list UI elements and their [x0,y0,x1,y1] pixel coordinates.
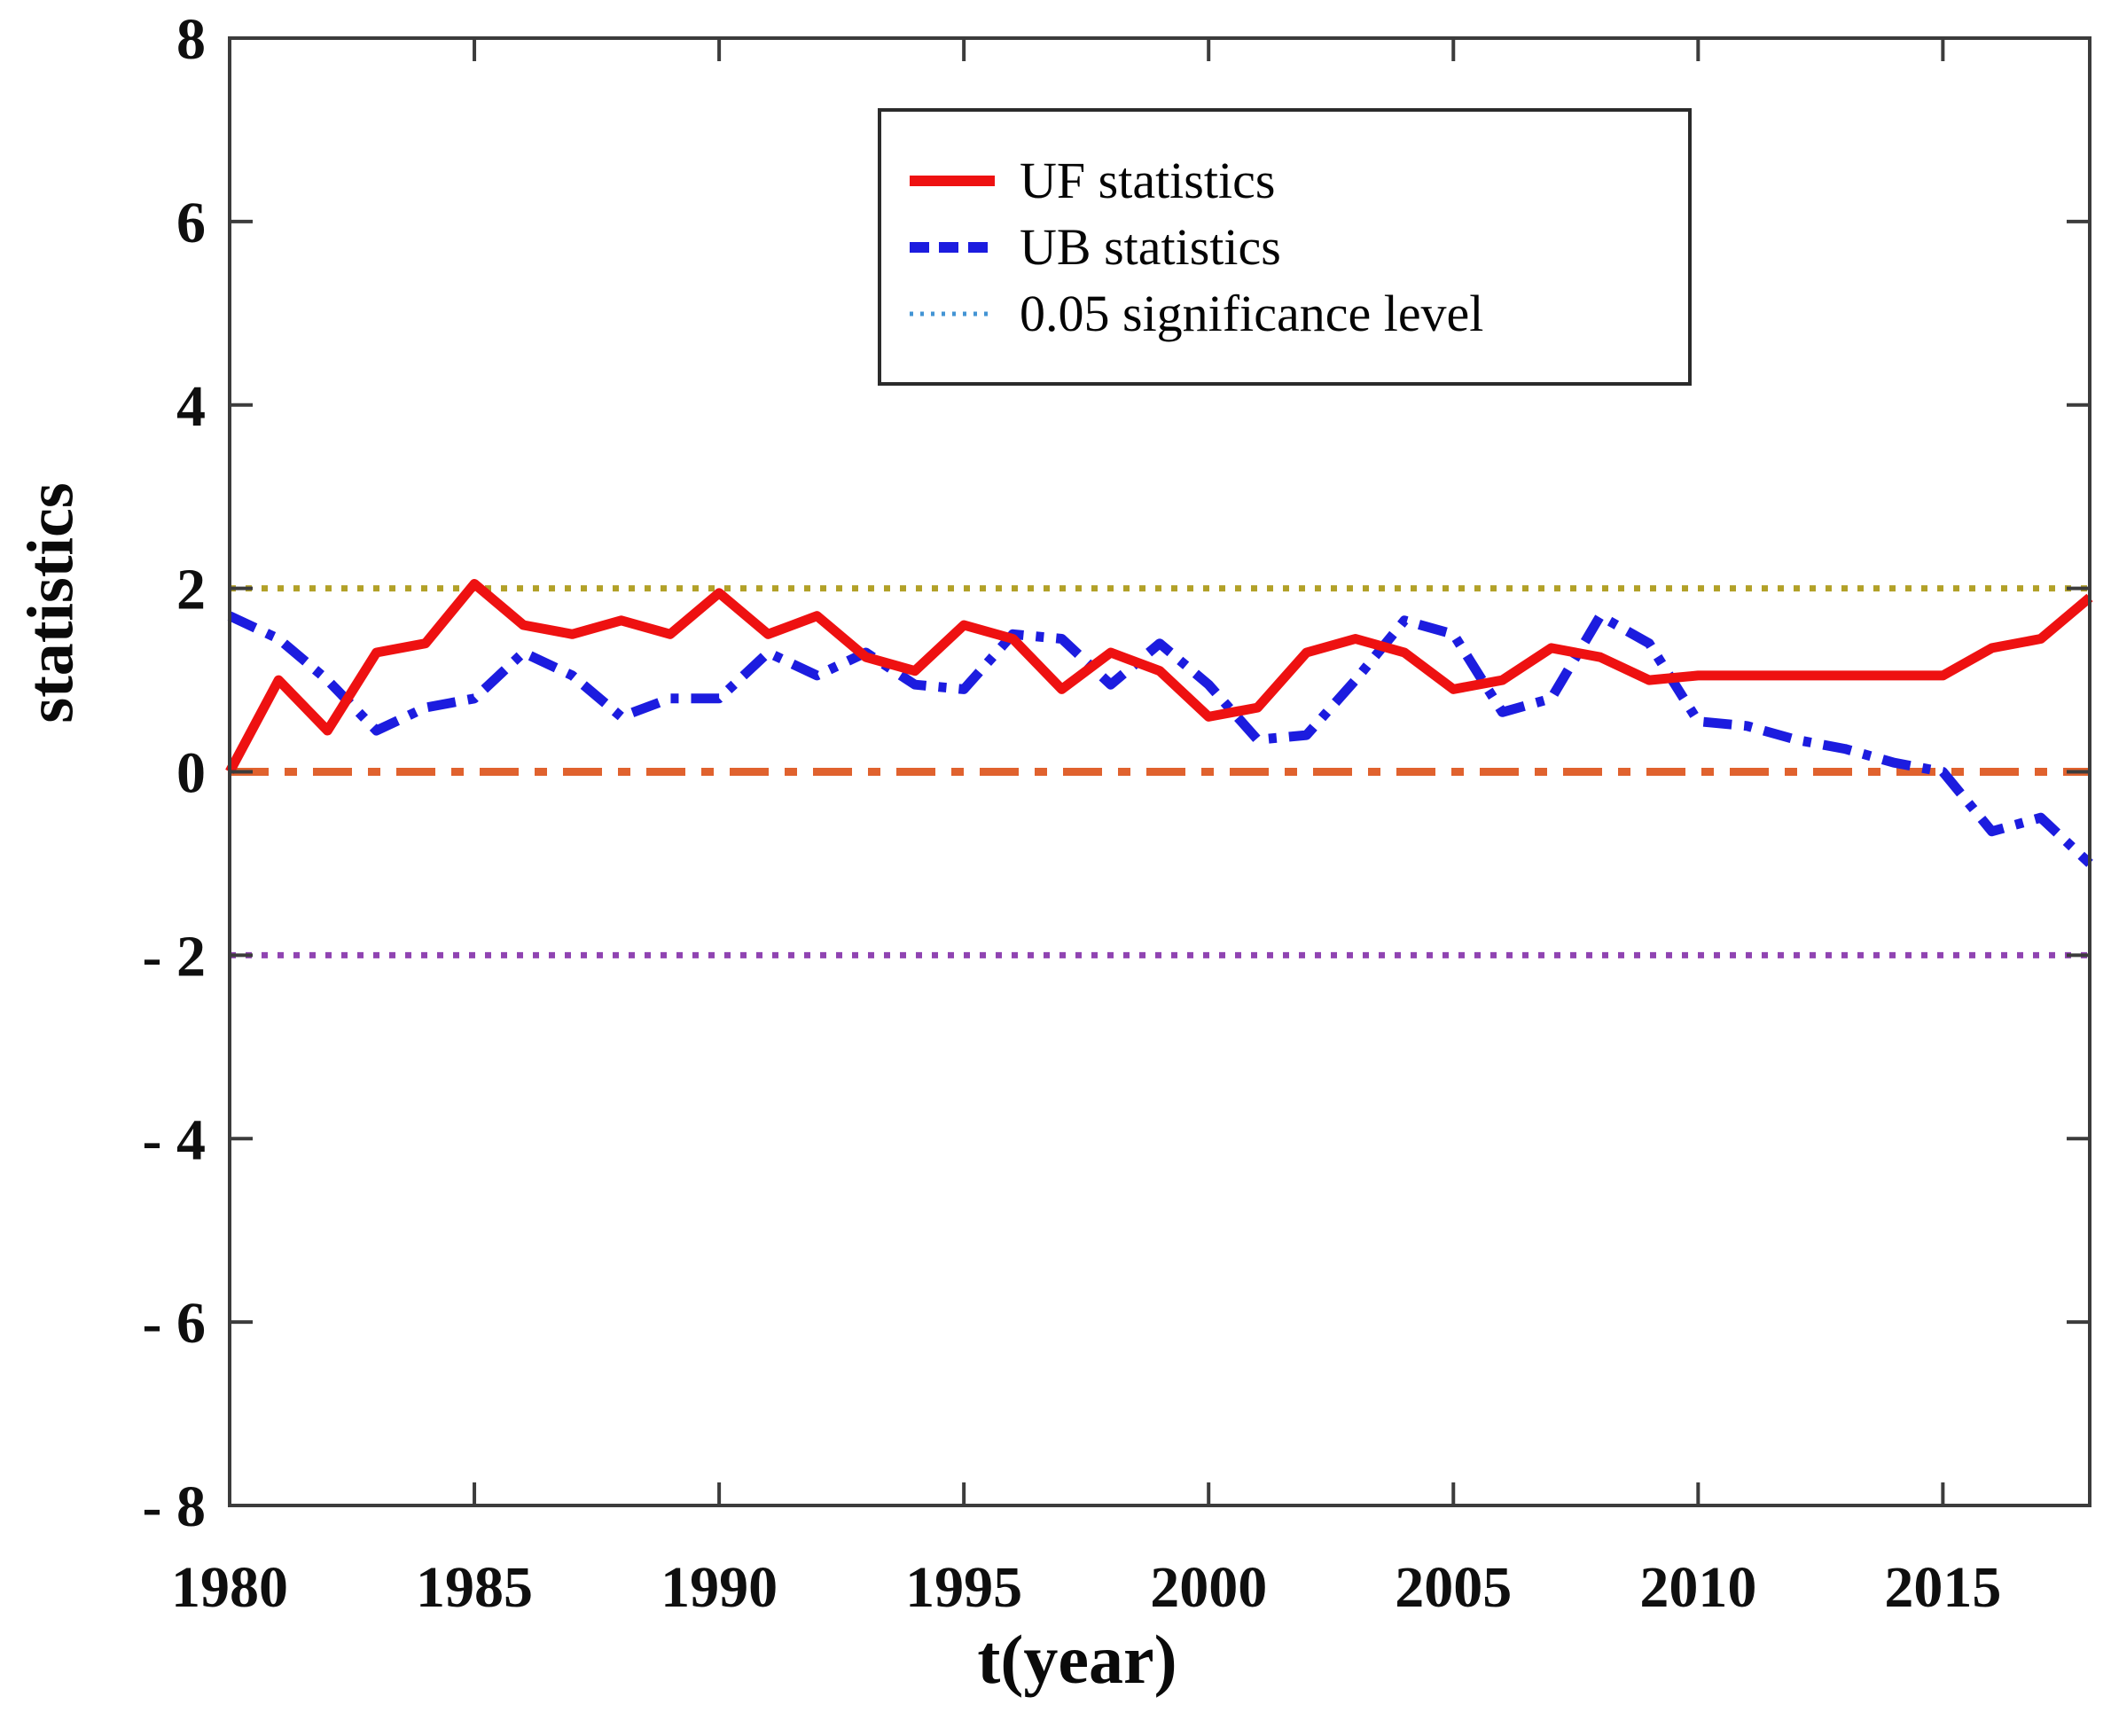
svg-text:1980: 1980 [171,1555,288,1620]
uf-line-sample-icon [910,175,995,186]
svg-text:1985: 1985 [416,1555,533,1620]
svg-text:6: 6 [176,191,206,255]
svg-text:- 6: - 6 [143,1291,206,1356]
svg-text:2015: 2015 [1884,1555,2001,1620]
svg-text:- 4: - 4 [143,1107,206,1172]
svg-text:0: 0 [176,741,206,806]
legend-item-ub: UB statistics [908,214,1688,280]
x-axis-title: t(year) [977,1621,1177,1698]
legend-label-uf: UF statistics [1020,151,1276,209]
ub-line-sample-icon [910,241,995,253]
y-axis-title: statistics [14,482,88,723]
x-axis-tick-labels: 1980 1985 1990 1995 2000 2005 2010 2015 [171,1555,2001,1620]
svg-text:4: 4 [176,374,206,439]
axis-ticks [228,36,2090,1507]
legend-item-significance: 0.05 significance level [908,280,1688,347]
svg-text:2: 2 [176,558,206,622]
svg-text:8: 8 [176,7,206,72]
legend: UF statistics UB statistics 0.05 signifi… [878,108,1692,386]
series-lines [225,579,2093,867]
svg-text:2000: 2000 [1150,1555,1267,1620]
svg-text:- 8: - 8 [143,1474,206,1539]
significance-line-sample-icon [910,311,995,316]
legend-label-significance: 0.05 significance level [1020,284,1484,342]
legend-item-uf: UF statistics [908,147,1688,214]
svg-text:- 2: - 2 [143,924,206,989]
svg-text:1995: 1995 [905,1555,1022,1620]
legend-label-ub: UB statistics [1020,217,1281,276]
reference-lines [230,585,2090,958]
svg-text:1990: 1990 [661,1555,778,1620]
svg-text:2010: 2010 [1639,1555,1756,1620]
y-axis-tick-labels: 8 6 4 2 0 - 2 - 4 - 6 - 8 [143,7,206,1539]
svg-text:2005: 2005 [1395,1555,1512,1620]
